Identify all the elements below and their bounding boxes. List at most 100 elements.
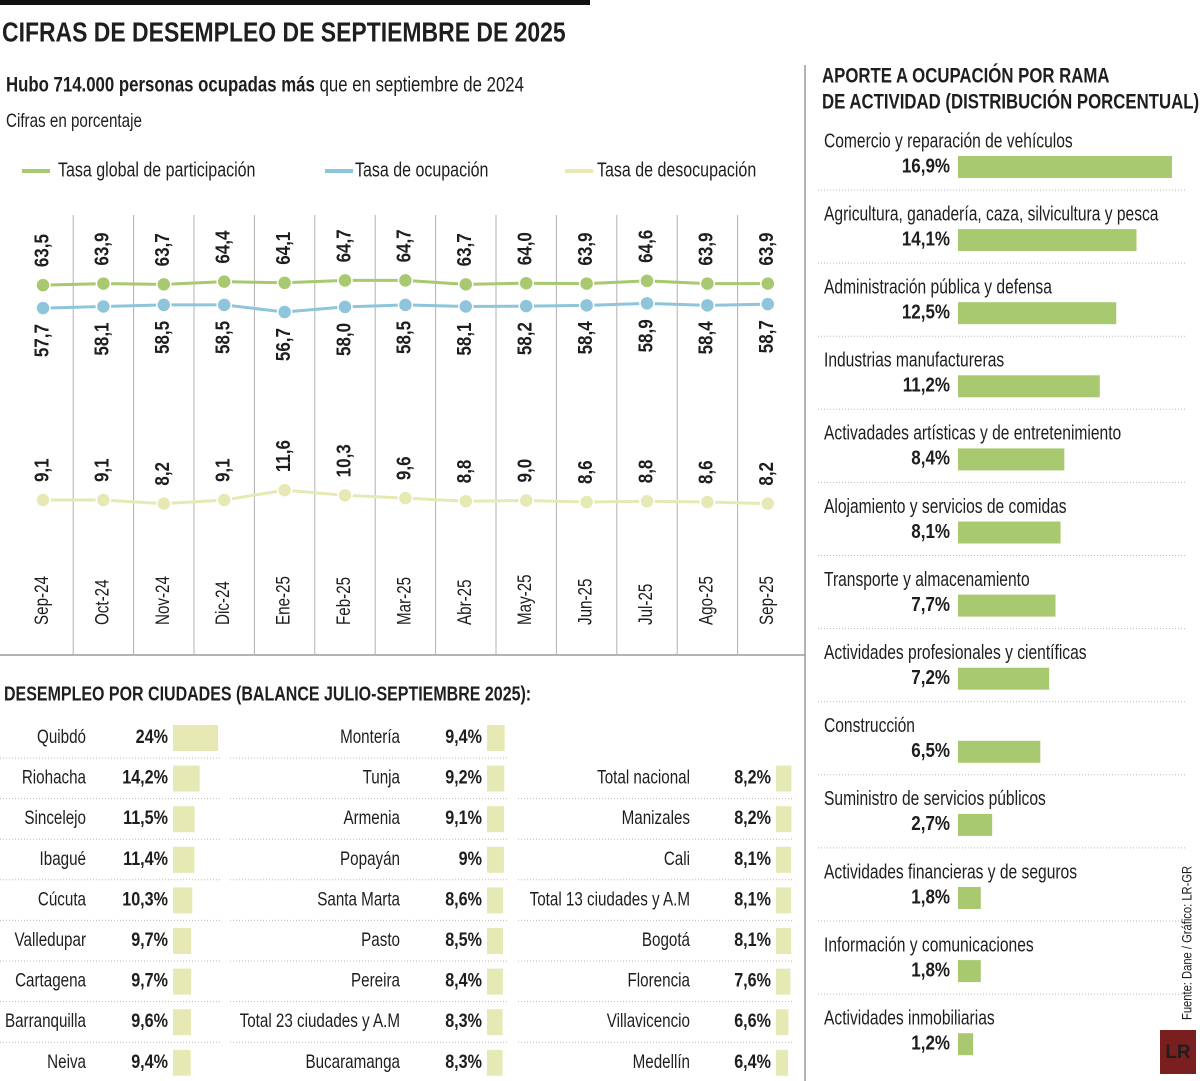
value-label: 2,7% xyxy=(911,812,950,835)
bar xyxy=(958,156,1172,178)
value-label: 8,1% xyxy=(734,929,771,951)
bar xyxy=(776,1009,789,1036)
value-label: 8,2 xyxy=(151,462,174,486)
bar xyxy=(487,968,503,995)
value-label: 8,8 xyxy=(634,460,657,484)
value-label: 8,2 xyxy=(755,462,778,486)
bar xyxy=(173,846,195,873)
x-tick-label: Mar-25 xyxy=(393,577,415,625)
data-point xyxy=(276,304,293,320)
data-point xyxy=(95,492,112,508)
data-point xyxy=(458,493,474,509)
bar xyxy=(776,968,791,995)
category-label: Manizales xyxy=(622,807,690,829)
category-label: Villavicencio xyxy=(607,1010,690,1032)
bar xyxy=(958,740,1041,763)
chart-heading: DESEMPLEO POR CIUDADES (BALANCE JULIO-SE… xyxy=(4,683,531,705)
category-label: Construcción xyxy=(824,714,915,736)
data-point xyxy=(276,275,293,291)
value-label: 58,9 xyxy=(634,319,657,352)
data-point xyxy=(760,495,776,512)
chart-heading: DE ACTIVIDAD (DISTRIBUCIÓN PORCENTUAL) xyxy=(822,90,1199,114)
bar xyxy=(487,887,504,914)
category-label: Actividades financieras y de seguros xyxy=(824,860,1077,882)
data-point xyxy=(639,493,655,509)
bar xyxy=(173,928,192,954)
value-label: 1,8% xyxy=(911,958,950,981)
category-label: Total 23 ciudades y A.M xyxy=(240,1010,400,1032)
category-label: Neiva xyxy=(47,1050,86,1072)
chart-heading: APORTE A OCUPACIÓN POR RAMA xyxy=(822,64,1110,88)
value-label: 8,2% xyxy=(734,766,771,788)
data-point xyxy=(578,494,595,510)
bar xyxy=(487,1009,503,1036)
x-tick-label: Ago-25 xyxy=(695,576,717,625)
value-label: 6,5% xyxy=(911,739,950,762)
bar xyxy=(958,960,981,983)
category-label: Florencia xyxy=(628,969,691,991)
data-point xyxy=(35,492,51,508)
x-tick-label: Jun-25 xyxy=(574,579,596,625)
value-label: 7,7% xyxy=(911,593,950,616)
unit-label: Cifras en porcentaje xyxy=(6,109,142,131)
value-label: 64,6 xyxy=(634,230,657,263)
logo-box xyxy=(1160,1030,1196,1074)
value-label: 9,4% xyxy=(445,726,482,748)
value-label: 64,4 xyxy=(211,230,234,264)
value-label: 14,2% xyxy=(122,766,168,788)
legend-label: Tasa de ocupación xyxy=(355,159,488,181)
bar xyxy=(173,968,192,995)
value-label: 64,1 xyxy=(272,232,295,265)
bar xyxy=(487,765,505,792)
value-label: 9,0 xyxy=(513,459,536,483)
category-label: Tunja xyxy=(363,766,401,788)
value-label: 8,6 xyxy=(574,460,597,484)
value-label: 58,4 xyxy=(574,321,597,355)
value-label: 58,5 xyxy=(392,321,415,354)
bar xyxy=(776,846,792,873)
data-point xyxy=(216,273,232,290)
category-label: Administración pública y defensa xyxy=(824,276,1052,298)
value-label: 58,5 xyxy=(211,321,234,354)
value-label: 58,2 xyxy=(513,322,536,355)
x-tick-label: Abr-25 xyxy=(453,579,475,625)
data-point xyxy=(156,297,172,313)
value-label: 8,6 xyxy=(694,460,717,484)
value-label: 58,0 xyxy=(332,323,355,356)
legend-label: Tasa de desocupación xyxy=(597,159,756,181)
bar xyxy=(173,887,193,914)
data-point xyxy=(95,298,112,315)
value-label: 63,7 xyxy=(151,233,174,266)
value-label: 63,7 xyxy=(453,233,476,266)
value-label: 8,1% xyxy=(911,519,950,542)
category-label: Activadades artísticas y de entretenimie… xyxy=(824,422,1121,444)
bar xyxy=(173,806,195,833)
logo-text: LR xyxy=(1165,1042,1191,1063)
x-tick-label: Oct-24 xyxy=(91,579,113,625)
top-rule xyxy=(0,0,590,5)
bar xyxy=(776,806,792,833)
value-label: 11,4% xyxy=(123,848,168,870)
category-label: Barranquilla xyxy=(5,1010,86,1032)
data-point xyxy=(518,492,534,509)
value-label: 8,1% xyxy=(734,848,771,870)
data-point xyxy=(216,492,232,508)
category-label: Riohacha xyxy=(22,766,87,788)
data-point xyxy=(639,273,655,289)
value-label: 64,0 xyxy=(513,232,536,265)
bar xyxy=(173,1049,191,1076)
category-label: Total 13 ciudades y A.M xyxy=(530,888,690,910)
data-point xyxy=(337,299,353,315)
category-label: Sincelejo xyxy=(24,807,86,829)
data-point xyxy=(458,276,474,293)
category-label: Santa Marta xyxy=(317,888,400,910)
category-label: Pereira xyxy=(351,969,400,991)
value-label: 64,7 xyxy=(392,229,415,262)
bar xyxy=(776,1049,789,1076)
value-label: 1,8% xyxy=(911,885,950,908)
category-label: Industrias manufactureras xyxy=(824,349,1004,371)
data-point xyxy=(699,297,716,314)
data-point xyxy=(518,275,534,291)
bar xyxy=(173,725,219,751)
